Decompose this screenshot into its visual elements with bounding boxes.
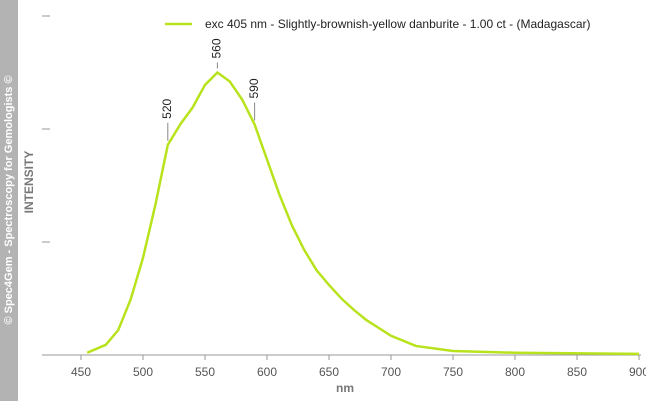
x-tick-label: 450 (71, 365, 91, 379)
side-label: © Spec4Gem - Spectroscopy for Gemologist… (3, 75, 15, 324)
x-tick-label: 650 (319, 365, 339, 379)
x-tick-label: 500 (133, 365, 153, 379)
x-tick-label: 900 (629, 365, 646, 379)
series-line (86, 70, 640, 356)
x-axis-label: nm (336, 381, 354, 395)
x-tick-label: 550 (195, 365, 215, 379)
x-tick-label: 850 (567, 365, 587, 379)
legend-label: exc 405 nm - Slightly-brownish-yellow da… (205, 17, 591, 31)
peak-label: 590 (247, 78, 261, 98)
y-axis-label: INTENSITY (22, 151, 36, 214)
side-band (0, 0, 18, 401)
x-tick-label: 750 (443, 365, 463, 379)
peak-label: 520 (160, 98, 174, 118)
x-tick-label: 700 (381, 365, 401, 379)
x-tick-label: 800 (505, 365, 525, 379)
x-tick-label: 600 (257, 365, 277, 379)
peak-label: 560 (210, 38, 224, 58)
